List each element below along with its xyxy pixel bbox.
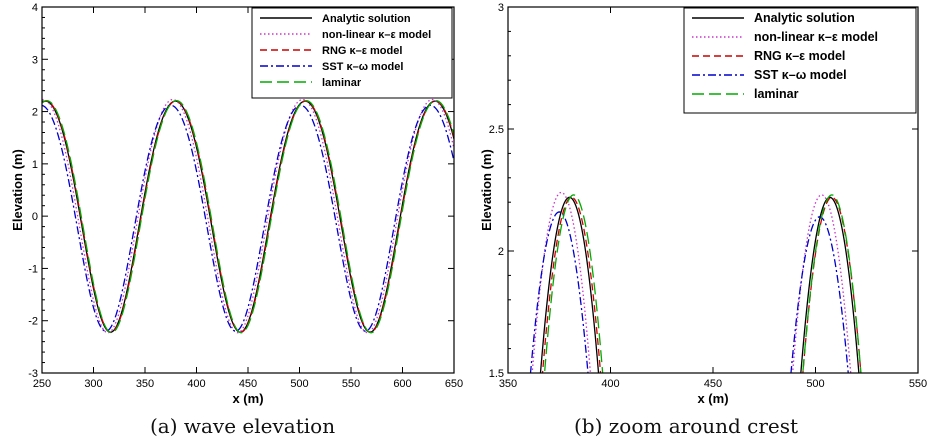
legend-label: RNG κ–ε model [754, 49, 845, 63]
y-tick-label: 4 [32, 2, 38, 14]
x-tick-label: 450 [239, 378, 257, 390]
legend-label: laminar [322, 77, 362, 89]
legend-label: Analytic solution [322, 13, 411, 25]
plot-frame [507, 6, 919, 374]
crest-line [791, 194, 852, 373]
x-tick-label: 350 [499, 378, 517, 390]
crest-line [790, 216, 849, 373]
y-tick-label: -3 [28, 368, 38, 380]
legend-box [251, 7, 453, 99]
panel-b: 350 400 450 500 550 1.5 2 2.5 3 x (m) Elevation (m… [479, 2, 927, 406]
series-line [42, 100, 454, 333]
y-tick-label: 1.5 [489, 368, 504, 380]
legend-label: SST κ–ω model [754, 68, 847, 82]
x-tick-label: 600 [393, 378, 411, 390]
crest-line [802, 194, 862, 373]
crest-line [541, 196, 602, 373]
caption-b: (b) zoom around crest [574, 414, 799, 438]
legend-label: SST κ–ω model [322, 61, 403, 73]
legend-label: laminar [754, 87, 799, 101]
crest-line [529, 211, 589, 373]
series-line [42, 104, 454, 332]
series-group [42, 98, 454, 334]
x-tick-label: 450 [704, 378, 722, 390]
legend-box [683, 7, 917, 114]
x-tick-label: 500 [290, 378, 308, 390]
caption-a: (a) wave elevation [150, 414, 336, 438]
legend-label: Analytic solution [754, 11, 855, 25]
x-tick-label: 350 [136, 378, 154, 390]
legend-label: non-linear κ–ε model [754, 30, 878, 44]
crest-line [539, 196, 600, 373]
crest-line [800, 196, 860, 373]
x-tick-label: 300 [84, 378, 102, 390]
y-tick-label: 1 [32, 159, 38, 171]
x-tick-label: 250 [33, 378, 51, 390]
series-line [42, 100, 454, 333]
series-line [42, 99, 454, 334]
y-tick-label: -2 [28, 316, 38, 328]
legend-label: RNG κ–ε model [322, 45, 402, 57]
y-tick-label: 2 [32, 107, 38, 119]
y-tick-label: -1 [28, 263, 38, 275]
x-tick-label: 550 [342, 378, 360, 390]
legend: Analytic solution non-linear κ–ε model RNG… [683, 7, 917, 114]
crest-line [543, 194, 604, 373]
x-tick-label: 550 [909, 378, 927, 390]
legend-label: non-linear κ–ε model [322, 29, 431, 41]
series-group [529, 191, 862, 373]
y-tick-label: 0 [32, 211, 38, 223]
y-tick-label: 3 [498, 2, 504, 14]
panel-a: 250 300 350 400 450 500 550 600 650 -3 -2 -1 0 1 2 3 4 x … [10, 2, 463, 406]
x-tick-label: 500 [806, 378, 824, 390]
x-axis-label: x (m) [697, 391, 728, 406]
x-tick-label: 400 [601, 378, 619, 390]
x-tick-label: 400 [187, 378, 205, 390]
y-tick-label: 3 [32, 54, 38, 66]
x-axis-label: x (m) [232, 391, 263, 406]
y-axis-label: Elevation (m) [10, 149, 25, 231]
y-tick-label: 2.5 [489, 124, 504, 136]
legend: Analytic solution non-linear κ–ε model RNG… [251, 7, 453, 99]
series-line [42, 98, 454, 334]
y-tick-label: 2 [498, 246, 504, 258]
x-tick-label: 650 [445, 378, 463, 390]
plot-frame [41, 6, 455, 374]
y-axis-label: Elevation (m) [479, 149, 494, 231]
